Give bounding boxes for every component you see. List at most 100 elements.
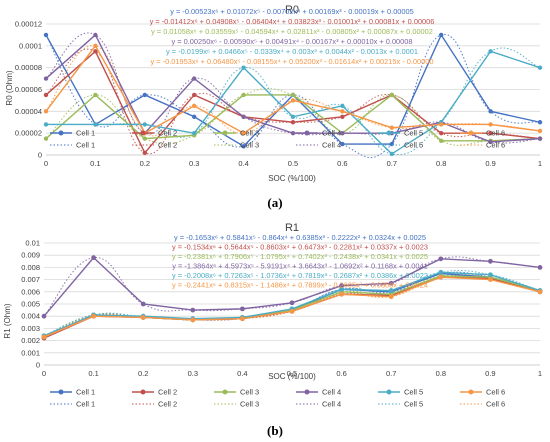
- legend-label-2: Cell 2: [158, 388, 177, 397]
- x-tick-label: 0.9: [485, 369, 495, 378]
- legend-marker-2: [140, 389, 146, 395]
- legend-trend-label-5: Cell 5: [404, 400, 423, 409]
- data-point-5: [192, 130, 197, 136]
- data-point-6: [438, 274, 444, 280]
- legend-label-5: Cell 5: [404, 388, 423, 397]
- data-point-4: [43, 76, 49, 81]
- trendline-equation-3: y = 0.01058x⁶ + 0.03559x⁵ - 0.04594x⁴ + …: [151, 27, 433, 36]
- chart-a-x-ticks: 0 0.1 0.2 0.3 0.4 0.5 0.6 0.7 0.8 0.9 1: [44, 159, 542, 168]
- legend-trend-label-3: Cell 3: [240, 400, 259, 409]
- y-tick-label: 0.00002: [15, 129, 42, 138]
- x-tick-label: 0.6: [337, 159, 347, 168]
- data-point-4: [537, 136, 543, 141]
- data-point-6: [41, 334, 47, 340]
- legend-marker-1: [58, 389, 64, 395]
- data-point-4: [192, 76, 197, 81]
- data-point-2: [290, 120, 296, 125]
- y-tick-label: 0.00012: [15, 20, 42, 29]
- x-tick-label: 0.3: [189, 159, 199, 168]
- chart-b-caption: (b): [267, 423, 283, 438]
- trendline-equation-6: y = -0.2441x⁶ + 0.8315x⁵ - 1.1486x⁴ + 0.…: [172, 281, 428, 290]
- trendline-equation-6: y = -0.01953x⁶ + 0.06480x⁵ - 0.08155x⁴ +…: [151, 57, 434, 66]
- trendline-equation-5: y = -0.2008x⁶ + 0.7263x⁵ - 1.0736x⁴ + 0.…: [172, 271, 428, 280]
- data-point-4: [241, 114, 246, 119]
- data-point-5: [488, 272, 493, 278]
- y-tick-label: 0.005: [21, 300, 40, 309]
- trendline-equation-4: y = 0.00250x⁶ - 0.00590x⁵ + 0.00491x⁴ - …: [171, 37, 412, 46]
- data-point-6: [340, 109, 345, 114]
- legend-marker-3: [222, 130, 228, 136]
- legend-trend-label-4: Cell 4: [322, 400, 341, 409]
- data-point-4: [340, 130, 345, 136]
- chart-a-background: [0, 0, 550, 215]
- data-point-4: [41, 313, 47, 319]
- data-point-2: [439, 130, 444, 136]
- x-tick-label: 0.7: [387, 159, 397, 168]
- y-tick-label: 0.01: [25, 239, 40, 248]
- x-tick-label: 0.5: [288, 159, 298, 168]
- y-tick-label: 0.0001: [19, 41, 42, 50]
- chart-a-series: [43, 32, 543, 157]
- legend-label-6: Cell 6: [486, 129, 505, 138]
- chart-b-title: R1: [285, 222, 299, 234]
- x-tick-label: 0: [44, 159, 48, 168]
- x-tick-label: 0.2: [140, 159, 150, 168]
- chart-a-caption: (a): [267, 195, 282, 210]
- data-point-3: [389, 92, 394, 98]
- data-point-5: [142, 122, 147, 127]
- y-tick-label: 0.008: [21, 263, 40, 272]
- trendline-equation-1: y = -0.00523x⁶ + 0.01072x⁵ - 0.00702x⁴ +…: [170, 7, 414, 16]
- data-point-5: [438, 269, 444, 275]
- y-tick-label: 0.007: [21, 275, 40, 284]
- y-tick-label: 0: [36, 361, 40, 370]
- legend-trend-label-1: Cell 1: [76, 141, 95, 150]
- x-tick-label: 0.5: [287, 369, 297, 378]
- data-point-6: [389, 125, 394, 130]
- legend-marker-6: [468, 389, 474, 395]
- data-point-1: [142, 92, 147, 98]
- data-point-4: [537, 265, 543, 270]
- legend-trend-label-2: Cell 2: [158, 141, 177, 150]
- trendline-equation-3: y = -0.2381x⁶ + 0.7906x⁵ - 1.0795x⁴ + 0.…: [172, 252, 428, 261]
- data-point-6: [289, 308, 295, 314]
- legend-marker-3: [222, 389, 228, 395]
- data-point-6: [537, 289, 543, 295]
- r0-chart: R0 0 0.00002 0.00004 0.00006 0.00008 0.0001 0.…: [0, 0, 550, 215]
- data-point-1: [537, 120, 543, 125]
- legend-label-5: Cell 5: [404, 129, 423, 138]
- data-point-2: [488, 130, 493, 136]
- legend-trend-label-4: Cell 4: [322, 141, 341, 150]
- data-point-2: [340, 114, 345, 119]
- x-tick-label: 0.6: [336, 369, 346, 378]
- data-point-1: [439, 32, 444, 38]
- y-tick-label: 0.00008: [15, 63, 42, 72]
- r1-chart: R1 00.0010.0020.0030.0040.0050.0060.0070…: [0, 215, 550, 442]
- x-tick-label: 1: [538, 369, 542, 378]
- data-point-4: [339, 283, 344, 289]
- y-tick-label: 0.002: [21, 336, 40, 345]
- data-point-6: [93, 43, 98, 49]
- legend-label-1: Cell 1: [76, 388, 95, 397]
- data-point-5: [241, 65, 246, 70]
- data-point-2: [93, 49, 98, 54]
- data-point-4: [190, 307, 196, 313]
- y-tick-label: 0.009: [21, 251, 40, 260]
- data-point-6: [290, 98, 296, 103]
- x-tick-label: 0.4: [238, 159, 248, 168]
- trendline-equation-5: y = -0.0199x⁶ + 0.0466x⁵ - 0.0339x⁴ + 0.…: [166, 47, 418, 56]
- trendline-equation-2: y = -0.1534x⁶ + 0.5644x⁵ - 0.8603x⁴ + 0.…: [172, 243, 428, 252]
- legend-trend-label-6: Cell 6: [486, 400, 505, 409]
- data-point-3: [290, 92, 296, 98]
- data-point-6: [192, 103, 197, 109]
- legend-label-4: Cell 4: [322, 129, 341, 138]
- data-point-4: [91, 255, 96, 261]
- chart-b-trendline-equations: y = -0.1653x⁶ + 0.5841x⁵ - 0.864x⁴ + 0.6…: [172, 233, 428, 290]
- legend-label-6: Cell 6: [486, 388, 505, 397]
- data-point-6: [388, 294, 394, 300]
- chart-b-x-axis-label: SOC (%/100): [268, 372, 316, 381]
- data-point-4: [240, 306, 245, 312]
- x-tick-label: 0.3: [188, 369, 198, 378]
- legend-label-4: Cell 4: [322, 388, 341, 397]
- data-point-3: [439, 138, 444, 144]
- chart-b-y-ticks: 0 0.001 0.002 0.003 0.004 0.005 0.006 0.007 0.00…: [21, 239, 40, 370]
